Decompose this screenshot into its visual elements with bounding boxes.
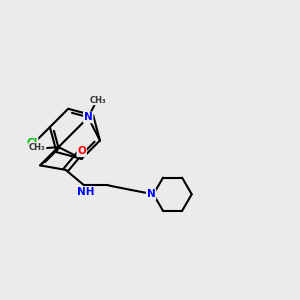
Text: Cl: Cl bbox=[26, 138, 38, 148]
Text: CH₃: CH₃ bbox=[29, 143, 46, 152]
Text: NH: NH bbox=[77, 187, 94, 197]
Text: CH₃: CH₃ bbox=[89, 95, 106, 104]
Text: O: O bbox=[77, 146, 86, 156]
Text: N: N bbox=[84, 112, 93, 122]
Text: N: N bbox=[147, 189, 155, 199]
